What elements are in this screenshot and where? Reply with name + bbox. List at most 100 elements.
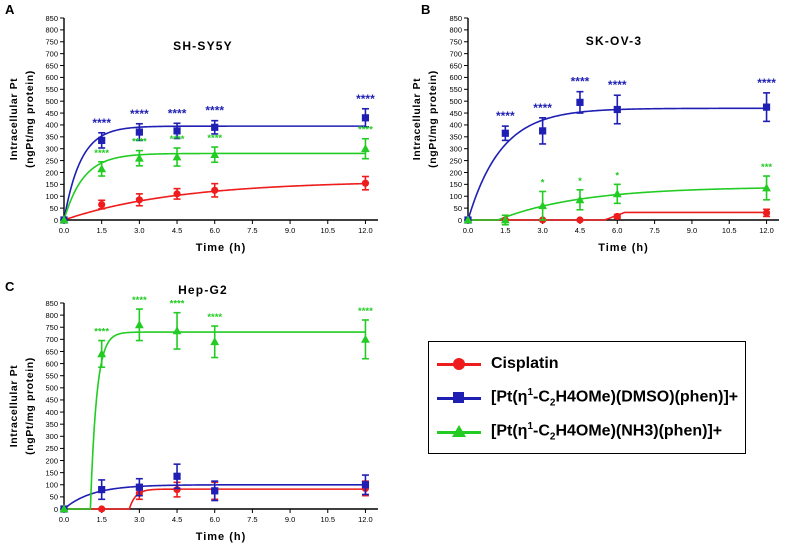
panel-a-y-axis-label-1: Intracellular Pt xyxy=(8,78,20,161)
panel-c-y-tick-label: 300 xyxy=(45,432,58,441)
panel-c-point-dmso xyxy=(211,487,219,495)
panel-b-x-tick-label: 10.5 xyxy=(722,226,737,235)
panel-c-x-tick-label: 9.0 xyxy=(285,515,295,524)
legend-label-cisplatin: Cisplatin xyxy=(491,355,559,372)
panel-a-letter: A xyxy=(5,2,15,17)
panel-c-y-tick-label: 250 xyxy=(45,444,58,453)
panel-b-significance-dmso: **** xyxy=(757,76,776,90)
panel-c-point-dmso xyxy=(98,486,106,494)
panel-c-y-tick-label: 700 xyxy=(45,335,58,344)
panel-b-point-cisplatin xyxy=(576,216,584,224)
panel-c-x-tick-label: 10.5 xyxy=(320,515,335,524)
panel-a-y-tick-label: 550 xyxy=(45,85,58,94)
panel-b-point-cisplatin xyxy=(613,212,621,221)
panel-c-point-nh3 xyxy=(134,320,144,329)
panel-b-y-tick-label: 500 xyxy=(449,97,462,106)
panel-a-y-axis-label-2: (ngPt/mg protein) xyxy=(24,70,36,168)
panel-a-y-tick-label: 450 xyxy=(45,109,58,118)
panel-a-point-cisplatin xyxy=(361,179,370,187)
panel-c-y-tick-label: 800 xyxy=(45,311,58,320)
panel-b-x-tick-label: 9.0 xyxy=(687,226,697,235)
panel-a-x-tick-label: 0.0 xyxy=(59,226,69,235)
panel-a-point-dmso xyxy=(361,114,370,122)
panel-b-point-nh3 xyxy=(500,215,510,224)
panel-a-y-tick-label: 100 xyxy=(45,192,58,201)
panel-a-y-tick-label: 600 xyxy=(45,73,58,82)
panel-c-y-tick-label: 850 xyxy=(45,299,58,308)
panel-c-y-axis-label-2: (ngPt/mg protein) xyxy=(24,357,36,455)
panel-c-point-nh3 xyxy=(172,326,182,335)
panel-a-significance-dmso: **** xyxy=(205,104,224,118)
panel-a-y-tick-label: 700 xyxy=(45,49,58,58)
panel-b-x-tick-label: 0.0 xyxy=(463,226,473,235)
panel-c-x-tick-label: 4.5 xyxy=(172,515,182,524)
panel-b-y-axis-label-1: Intracellular Pt xyxy=(411,78,423,161)
panel-c-significance-nh3: **** xyxy=(94,327,109,338)
panel-a-x-tick-label: 6.0 xyxy=(210,226,220,235)
panel-c-x-axis-label: Time (h) xyxy=(196,531,247,543)
panel-c-y-tick-label: 750 xyxy=(45,323,58,332)
legend-marker-nh3 xyxy=(452,425,466,437)
panel-a-point-dmso xyxy=(98,136,106,144)
panel-b-y-tick-label: 800 xyxy=(449,26,462,35)
panel-b-point-nh3 xyxy=(575,195,585,204)
panel-c-significance-nh3: **** xyxy=(207,312,222,323)
panel-b-significance-nh3: * xyxy=(578,176,582,187)
panel-a-significance-nh3: **** xyxy=(358,125,373,136)
panel-a-point-cisplatin xyxy=(211,186,219,194)
panel-c-point-cisplatin xyxy=(98,505,106,513)
panel-c-point-dmso xyxy=(173,472,181,480)
panel-b-y-tick-label: 550 xyxy=(449,85,462,94)
panel-c-y-tick-label: 500 xyxy=(45,384,58,393)
panel-b-significance-dmso: **** xyxy=(608,78,627,92)
panel-b-point-nh3 xyxy=(538,201,548,210)
panel-c-significance-nh3: **** xyxy=(358,306,373,317)
panel-a-point-dmso xyxy=(173,127,181,135)
panel-a-point-nh3 xyxy=(172,152,182,161)
panel-b-point-dmso xyxy=(762,103,771,111)
legend-marker-dmso xyxy=(453,392,464,403)
panel-b-x-tick-label: 3.0 xyxy=(537,226,547,235)
panel-c-y-tick-label: 600 xyxy=(45,359,58,368)
panel-a-y-tick-label: 800 xyxy=(45,26,58,35)
panel-c-x-tick-label: 1.5 xyxy=(96,515,106,524)
panel-b-y-tick-label: 700 xyxy=(449,49,462,58)
panel-a-significance-dmso: **** xyxy=(168,106,187,120)
panel-b-significance-nh3: * xyxy=(541,177,545,188)
panel-b-point-dmso xyxy=(501,129,509,137)
panel-a-significance-nh3: **** xyxy=(132,137,147,148)
panel-c-y-axis-label-1: Intracellular Pt xyxy=(8,365,20,448)
panel-b-x-tick-label: 4.5 xyxy=(575,226,585,235)
panel-a-x-tick-label: 10.5 xyxy=(320,226,335,235)
panel-b-y-tick-label: 650 xyxy=(449,61,462,70)
panel-a-significance-dmso: **** xyxy=(130,107,149,121)
panel-b-x-tick-label: 12.0 xyxy=(759,226,774,235)
legend-label-nh3: [Pt(η1-C2H4OMe)(NH3)(phen)]+ xyxy=(491,421,723,443)
panel-a-significance-dmso: **** xyxy=(356,92,375,106)
panel-c-x-tick-label: 6.0 xyxy=(210,515,220,524)
panel-b-y-tick-label: 450 xyxy=(449,109,462,118)
panel-c-y-tick-label: 350 xyxy=(45,420,58,429)
panel-b-y-tick-label: 50 xyxy=(454,204,462,213)
panel-b-point-dmso xyxy=(613,105,621,114)
legend-item-dmso: [Pt(η1-C2H4OMe)(DMSO)(phen)]+ xyxy=(437,386,738,410)
panel-a-point-cisplatin xyxy=(135,196,143,204)
panel-b-y-tick-label: 100 xyxy=(449,192,462,201)
panel-c-y-tick-label: 150 xyxy=(45,468,58,477)
panel-a-x-tick-label: 7.5 xyxy=(247,226,257,235)
panel-a-y-tick-label: 750 xyxy=(45,38,58,47)
panel-a-y-tick-label: 250 xyxy=(45,156,58,165)
panel-b-point-nh3 xyxy=(612,189,622,198)
panel-c-point-nh3 xyxy=(59,504,69,513)
panel-b-point-nh3 xyxy=(762,183,771,192)
panel-c-y-tick-label: 200 xyxy=(45,456,58,465)
panel-c-point-dmso xyxy=(135,483,143,491)
panel-b-title: SK-OV-3 xyxy=(586,34,642,48)
panel-a-title: SH-SY5Y xyxy=(173,39,233,53)
legend-item-cisplatin: Cisplatin xyxy=(437,352,559,376)
legend-marker-cisplatin xyxy=(453,358,465,370)
panel-a-x-tick-label: 9.0 xyxy=(285,226,295,235)
panel-c-x-tick-label: 3.0 xyxy=(134,515,144,524)
panel-b-x-tick-label: 1.5 xyxy=(500,226,510,235)
